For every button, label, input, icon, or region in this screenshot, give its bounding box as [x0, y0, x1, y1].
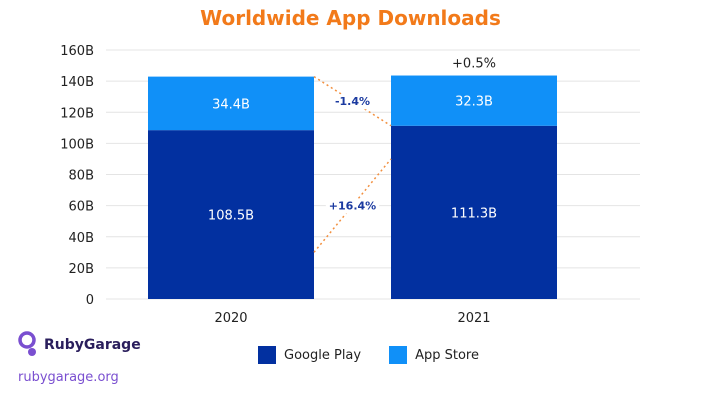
- y-tick-label: 0: [86, 293, 94, 308]
- brand-name: RubyGarage: [44, 337, 141, 353]
- legend-label-app-store: App Store: [415, 347, 479, 363]
- bars: [148, 75, 557, 300]
- change-label-background: [325, 198, 380, 214]
- x-tick-label: 2021: [457, 311, 490, 326]
- data-labels: 108.5B 34.4B 111.3B 32.3B +0.5% -1.4% +16.4%: [208, 57, 497, 224]
- x-axis-ticks: 2020 2021: [214, 311, 490, 326]
- brand-url: rubygarage.org: [18, 370, 119, 385]
- bar-app-store-2021: [391, 75, 557, 126]
- legend-item-google-play: Google Play: [258, 346, 361, 364]
- y-tick-label: 60B: [69, 200, 94, 215]
- data-label-google-play-2021: 111.3B: [451, 206, 497, 221]
- legend-swatch-google-play: [258, 346, 276, 364]
- app-store-change-label: -1.4%: [335, 95, 370, 108]
- bar-app-store-2020: [148, 76, 314, 131]
- y-tick-label: 20B: [69, 262, 94, 277]
- y-tick-label: 100B: [60, 137, 94, 152]
- chart-title: Worldwide App Downloads: [200, 6, 501, 30]
- total-change-label: +0.5%: [452, 57, 496, 72]
- data-label-app-store-2020: 34.4B: [212, 97, 250, 112]
- y-tick-label: 160B: [60, 44, 94, 59]
- bar-google-play-2021: [391, 125, 557, 300]
- change-label-background: [331, 94, 374, 110]
- brand: RubyGarage rubygarage.org: [18, 330, 141, 385]
- data-label-app-store-2021: 32.3B: [455, 95, 493, 110]
- legend-item-app-store: App Store: [389, 346, 479, 364]
- y-axis-ticks: 0 20B 40B 60B 80B 100B 120B 140B 160B: [60, 44, 94, 308]
- legend-swatch-app-store: [389, 346, 408, 364]
- data-label-google-play-2020: 108.5B: [208, 209, 254, 224]
- google-play-change-label: +16.4%: [329, 200, 376, 213]
- y-tick-label: 120B: [60, 106, 94, 121]
- x-tick-label: 2020: [214, 311, 247, 326]
- brand-logo: RubyGarage: [18, 330, 141, 360]
- bar-google-play-2020: [148, 130, 314, 299]
- rubygarage-logo-icon: [18, 331, 36, 356]
- y-tick-label: 40B: [69, 231, 94, 246]
- y-tick-label: 140B: [60, 75, 94, 90]
- y-tick-label: 80B: [69, 169, 94, 184]
- legend-label-google-play: Google Play: [284, 347, 362, 363]
- legend: Google Play App Store: [258, 346, 507, 364]
